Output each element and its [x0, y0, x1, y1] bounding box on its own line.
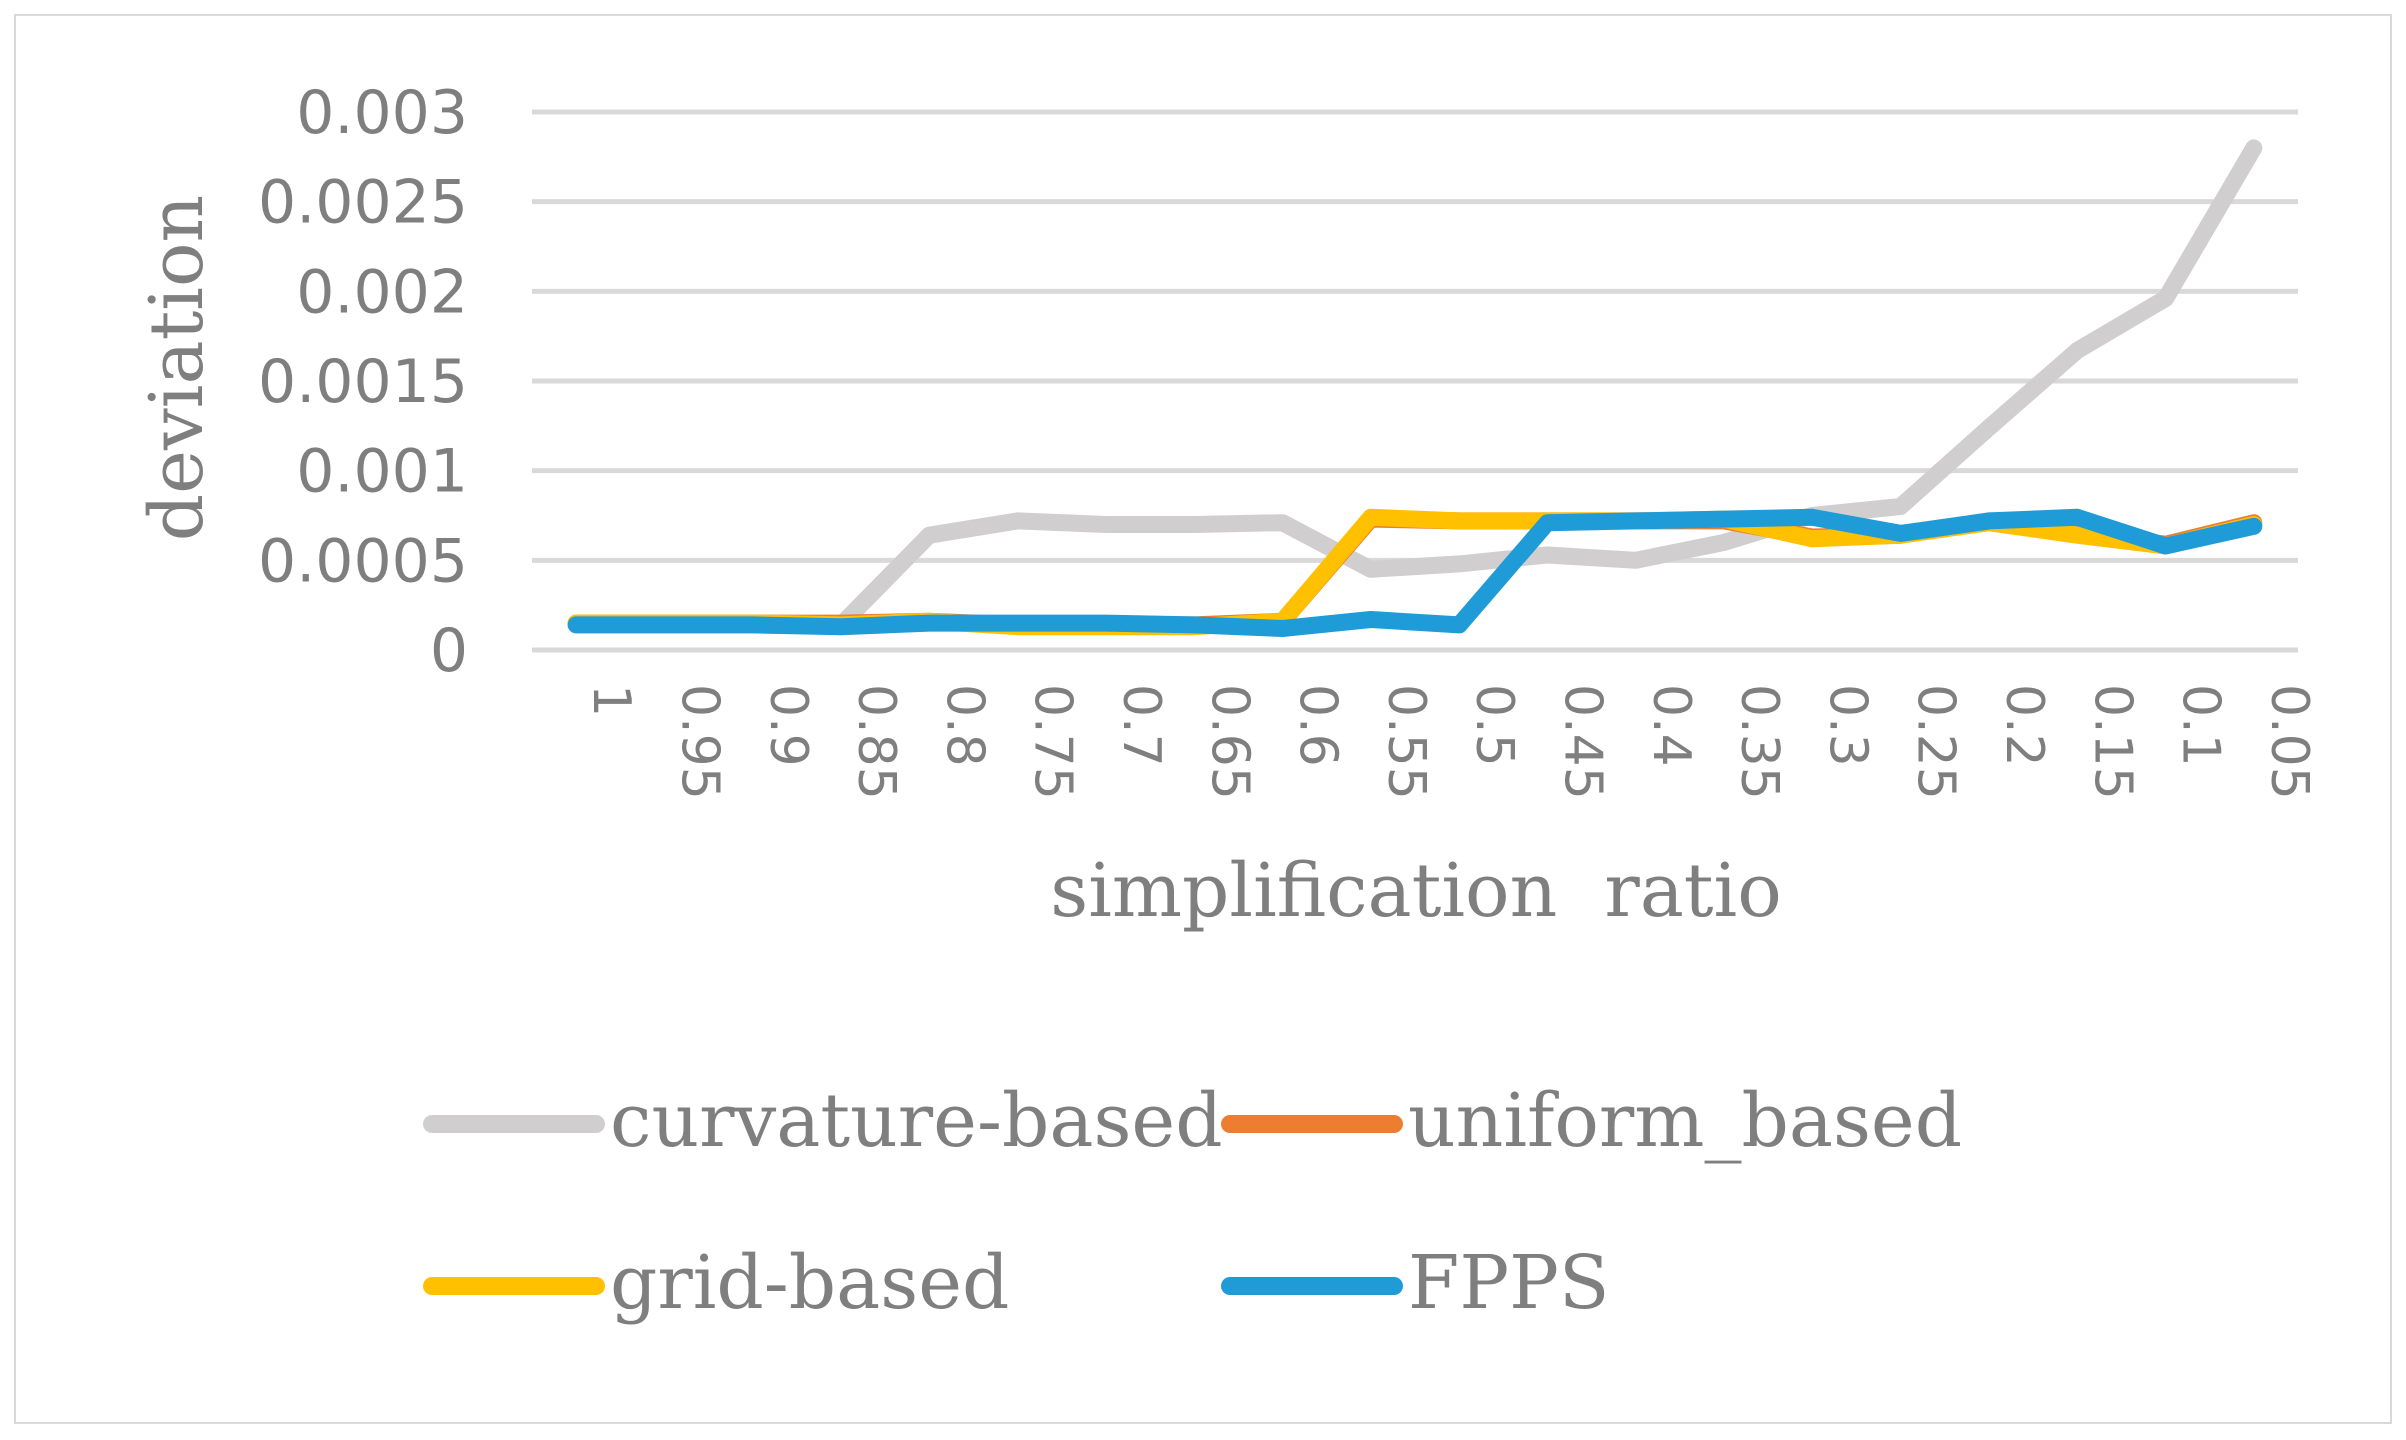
- x-tick-label: 1: [581, 684, 641, 717]
- x-tick-label: 0.6: [1288, 684, 1348, 767]
- y-tick-label: 0.002: [296, 257, 468, 327]
- y-tick-label: 0.003: [296, 78, 468, 148]
- x-tick-label: 0.2: [1994, 684, 2054, 767]
- line-chart: 0 0.0005 0.001 0.0015 0.002 0.0025 0.003 1 0.95…: [134, 78, 2319, 1326]
- x-tick-label: 0.7: [1111, 684, 1171, 767]
- y-axis-title: deviation: [134, 195, 220, 541]
- x-axis-title: simplification ratio: [1050, 848, 1782, 934]
- x-tick-label: 0.75: [1023, 684, 1083, 800]
- x-tick-label: 0.05: [2259, 684, 2319, 800]
- x-tick-label: 0.85: [846, 684, 906, 800]
- y-tick-label: 0.0025: [258, 168, 468, 238]
- y-tick-label: 0.0005: [258, 526, 468, 596]
- x-tick-label: 0.45: [1552, 684, 1612, 800]
- x-tick-label: 0.1: [2171, 684, 2231, 767]
- x-tick-label: 0.9: [758, 684, 818, 767]
- x-tick-label: 0.65: [1199, 684, 1259, 800]
- x-tick-label: 0.55: [1376, 684, 1436, 800]
- series-line-curvature-based: [567, 139, 2263, 634]
- gridlines: [532, 109, 2298, 653]
- legend-label-grid-based: grid-based: [610, 1240, 1009, 1326]
- x-tick-label: 0.5: [1464, 684, 1524, 767]
- y-tick-label: 0: [430, 616, 468, 686]
- y-tick-label: 0.0015: [258, 347, 468, 417]
- x-tick-label: 0.8: [934, 684, 994, 767]
- x-tick-label: 0.35: [1729, 684, 1789, 800]
- x-tick-label: 0.15: [2082, 684, 2142, 800]
- chart-frame: 0 0.0005 0.001 0.0015 0.002 0.0025 0.003 1 0.95…: [14, 14, 2392, 1424]
- legend-label-fpps: FPPS: [1408, 1240, 1610, 1326]
- x-tick-label: 0.4: [1641, 684, 1701, 767]
- series-line-fpps: [567, 508, 2263, 637]
- x-tick-label: 0.25: [1906, 684, 1966, 800]
- y-tick-labels: 0 0.0005 0.001 0.0015 0.002 0.0025 0.003: [258, 78, 468, 686]
- y-tick-label: 0.001: [296, 437, 468, 507]
- x-tick-labels: 1 0.95 0.9 0.85 0.8 0.75 0.7 0.65 0.6 0.55 0.5 0.45…: [581, 684, 2319, 800]
- legend-label-uniform-based: uniform_based: [1408, 1078, 1962, 1164]
- series-lines: [567, 139, 2263, 637]
- x-tick-label: 0.3: [1817, 684, 1877, 767]
- legend-label-curvature-based: curvature-based: [610, 1078, 1223, 1164]
- x-tick-label: 0.95: [669, 684, 729, 800]
- legend: curvature-based uniform_based grid-based FP…: [423, 1078, 1962, 1326]
